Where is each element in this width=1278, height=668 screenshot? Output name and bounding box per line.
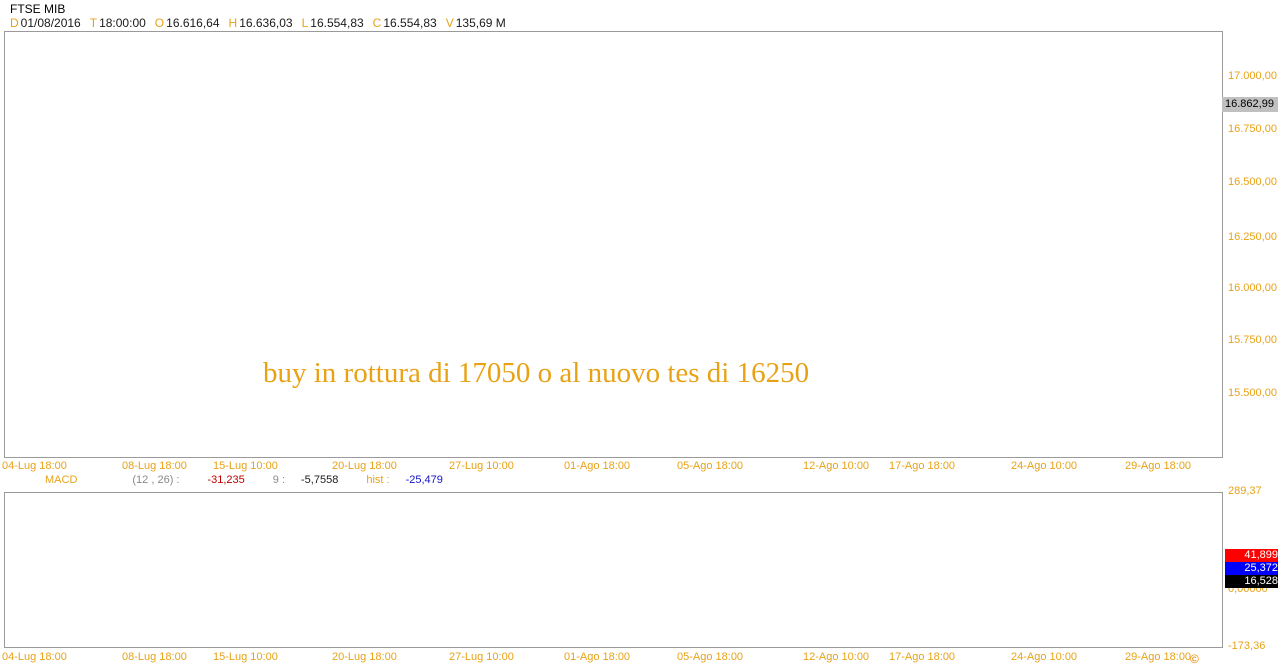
ohlc-field: C 16.554,83 — [372, 16, 437, 30]
time-axis-label: 04-Lug 18:00 — [2, 460, 67, 472]
time-axis-label: 20-Lug 18:00 — [332, 651, 397, 663]
macd-legend-token: (12 , 26) : — [132, 474, 180, 486]
price-axis-label: 16.000,00 — [1228, 282, 1277, 294]
ohlc-status-row: D 01/08/2016 T 18:00:00 O 16.616,64 H 16.636,03… — [10, 16, 515, 30]
ohlc-field: V 135,69 M — [445, 16, 506, 30]
time-axis-label: 15-Lug 10:00 — [213, 460, 278, 472]
macd-legend-token: MACD — [45, 474, 78, 486]
time-axis-label: 01-Ago 18:00 — [564, 651, 631, 663]
time-axis-label: 01-Ago 18:00 — [564, 460, 631, 472]
price-chart-panel[interactable]: buy in rottura di 17050 o al nuovo tes d… — [4, 31, 1223, 458]
instrument-title: FTSE MIB — [10, 2, 66, 16]
macd-legend-token: -5,7558 — [301, 474, 339, 486]
time-axis-label: 27-Lug 10:00 — [449, 651, 514, 663]
time-axis-label: 05-Ago 18:00 — [677, 460, 744, 472]
macd-axis-min: -173,36 — [1228, 640, 1266, 652]
candlestick-chart — [5, 32, 1222, 457]
macd-legend-token: -25,479 — [405, 474, 443, 486]
macd-legend-token: hist : — [366, 474, 390, 486]
time-axis-label: 12-Ago 10:00 — [803, 460, 870, 472]
price-axis-label: 15.500,00 — [1228, 387, 1277, 399]
macd-panel[interactable] — [4, 492, 1223, 648]
macd-chart — [5, 493, 1222, 647]
macd-legend-token: 9 : — [272, 474, 286, 486]
time-axis-label: 29-Ago 18:00 — [1125, 460, 1192, 472]
time-axis-label: 17-Ago 18:00 — [889, 651, 956, 663]
ohlc-field: D 01/08/2016 — [10, 16, 81, 30]
time-axis-label: 04-Lug 18:00 — [2, 651, 67, 663]
price-axis-label: 16.750,00 — [1228, 123, 1277, 135]
time-axis-label: 17-Ago 18:00 — [889, 460, 956, 472]
macd-value-badge: 41,899 — [1225, 549, 1278, 562]
histogram-value-badge: 25,372 — [1225, 562, 1278, 575]
trade-note-annotation: buy in rottura di 17050 o al nuovo tes d… — [263, 357, 810, 389]
ohlc-field: H 16.636,03 — [228, 16, 293, 30]
time-axis-label: 08-Lug 18:00 — [122, 651, 187, 663]
macd-legend-token: -31,235 — [207, 474, 245, 486]
macd-indicator-legend: MACD (12 , 26) : -31,235 9 : -5,7558 hist : -2… — [45, 474, 443, 486]
time-axis-label: 12-Ago 10:00 — [803, 651, 870, 663]
time-axis-label: 08-Lug 18:00 — [122, 460, 187, 472]
macd-axis-max: 289,37 — [1228, 485, 1262, 497]
price-axis-label: 17.000,00 — [1228, 70, 1277, 82]
time-axis-label: 20-Lug 18:00 — [332, 460, 397, 472]
ohlc-field: L 16.554,83 — [301, 16, 364, 30]
price-axis-label: 16.500,00 — [1228, 176, 1277, 188]
signal-value-badge: 16,528 — [1225, 575, 1278, 588]
time-axis-label: 15-Lug 10:00 — [213, 651, 278, 663]
price-axis-label: 16.250,00 — [1228, 231, 1277, 243]
time-axis-label: 29-Ago 18:00 — [1125, 651, 1192, 663]
last-price-badge: 16.862,99 — [1222, 97, 1278, 112]
time-axis-label: 24-Ago 10:00 — [1011, 460, 1078, 472]
time-axis-label: 24-Ago 10:00 — [1011, 651, 1078, 663]
ohlc-field: T 18:00:00 — [89, 16, 146, 30]
ohlc-field: O 16.616,64 — [154, 16, 220, 30]
ittrading-logo: © ITtrading.com — [1190, 652, 1269, 668]
time-axis-label: 05-Ago 18:00 — [677, 651, 744, 663]
price-axis-label: 15.750,00 — [1228, 334, 1277, 346]
time-axis-label: 27-Lug 10:00 — [449, 460, 514, 472]
